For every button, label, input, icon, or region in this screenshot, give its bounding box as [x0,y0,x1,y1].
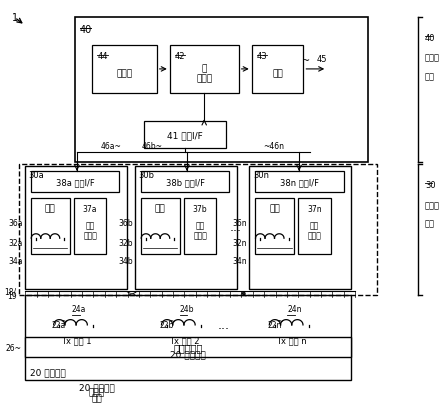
Text: 24a: 24a [72,304,86,313]
FancyBboxPatch shape [184,198,216,255]
FancyBboxPatch shape [252,46,303,94]
Text: 36n: 36n [233,218,247,227]
Text: 30: 30 [425,180,435,189]
Text: 32b: 32b [119,238,133,247]
Text: 37n: 37n [307,205,322,213]
Text: 20 无线电力: 20 无线电力 [170,350,206,358]
FancyBboxPatch shape [141,198,179,255]
FancyBboxPatch shape [135,166,237,289]
Text: ~: ~ [276,316,283,325]
FancyBboxPatch shape [74,198,106,255]
Text: Tx 线圈 1: Tx 线圈 1 [61,335,91,344]
Text: 20 无线电力: 20 无线电力 [78,382,114,391]
Text: 34a: 34a [8,256,23,265]
Text: 装置: 装置 [425,72,435,81]
Text: 38n 命令I/F: 38n 命令I/F [280,177,319,186]
Text: 36b: 36b [118,218,133,227]
Text: 负载: 负载 [45,204,56,213]
Text: 34n: 34n [233,256,247,265]
Text: 30a: 30a [29,170,44,179]
Text: 24n: 24n [288,304,302,313]
Text: 46a~: 46a~ [101,141,122,150]
Text: 装置: 装置 [91,393,102,402]
Text: 从测试: 从测试 [425,200,440,209]
Text: ~46n: ~46n [263,141,284,150]
FancyBboxPatch shape [255,198,294,255]
Text: 输出: 输出 [272,69,283,78]
Text: 37b: 37b [193,205,207,213]
Text: 22b: 22b [159,321,174,330]
Text: 46b~: 46b~ [142,141,163,150]
Text: ...: ... [229,220,242,233]
Text: 主
控制器: 主 控制器 [196,64,212,83]
Text: 装置: 装置 [425,219,435,228]
FancyBboxPatch shape [92,46,157,94]
Text: 34b: 34b [118,256,133,265]
Text: 电力和控制: 电力和控制 [173,342,203,352]
Text: 32a: 32a [9,238,23,247]
FancyBboxPatch shape [255,171,343,192]
FancyBboxPatch shape [25,337,351,357]
Text: 36a: 36a [8,218,23,227]
Text: 41 命令I/F: 41 命令I/F [167,130,202,140]
Text: ...: ... [218,319,229,332]
Text: 44: 44 [97,52,108,61]
Text: 40: 40 [425,34,435,43]
Text: 22a: 22a [52,321,66,330]
Text: 42: 42 [175,52,185,61]
Text: 主测试: 主测试 [425,53,440,63]
Text: 18/: 18/ [4,287,16,296]
FancyBboxPatch shape [25,166,127,289]
Text: 存储器: 存储器 [117,69,132,78]
Text: 30n: 30n [253,170,269,179]
Text: 30b: 30b [139,170,155,179]
FancyBboxPatch shape [298,198,330,255]
Text: 1: 1 [12,13,19,23]
Text: 38a 命令I/F: 38a 命令I/F [56,177,94,186]
FancyBboxPatch shape [170,46,239,94]
FancyBboxPatch shape [75,17,368,162]
Text: 22n: 22n [268,321,282,330]
Text: ~: ~ [60,316,67,325]
Text: 20 无线电力: 20 无线电力 [30,367,65,376]
Text: 45: 45 [316,55,327,64]
Text: 本地
控制器: 本地 控制器 [83,221,97,240]
Text: 37a: 37a [83,205,97,213]
FancyBboxPatch shape [144,122,226,148]
Text: 19: 19 [7,291,16,300]
Text: ~: ~ [168,316,175,325]
Text: Tx 线圈 n: Tx 线圈 n [276,335,307,344]
Text: 负载: 负载 [155,204,166,213]
Text: 本地
控制器: 本地 控制器 [193,221,207,240]
Text: 负载: 负载 [269,204,280,213]
Text: 43: 43 [257,52,268,61]
FancyBboxPatch shape [141,171,229,192]
Text: 本地
控制器: 本地 控制器 [307,221,321,240]
Text: 26~: 26~ [6,343,22,352]
Text: 40: 40 [80,25,92,35]
Text: ~: ~ [303,56,311,66]
FancyBboxPatch shape [31,198,70,255]
Text: 发射器: 发射器 [88,388,105,397]
FancyBboxPatch shape [249,166,351,289]
FancyBboxPatch shape [31,171,119,192]
Text: 32n: 32n [233,238,247,247]
Text: 24b: 24b [179,304,194,313]
Text: 38b 命令I/F: 38b 命令I/F [166,177,205,186]
Text: Tx 线圈 2: Tx 线圈 2 [169,335,199,344]
